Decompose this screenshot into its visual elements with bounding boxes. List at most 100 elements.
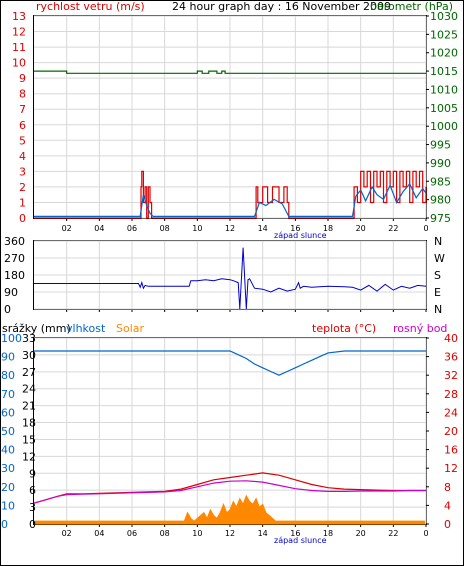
y-tick-label: 3 (19, 165, 26, 178)
y-tick-label-right: 24 (444, 406, 458, 419)
series-solar (34, 494, 426, 525)
y-tick-label: 12 (22, 450, 36, 463)
humidity-tick-label: 30 (1, 462, 15, 475)
y-tick-label-right: 0 (444, 518, 451, 531)
series-barometer (34, 70, 426, 74)
x-tick-label: 08 (160, 529, 170, 538)
humidity-tick-label: 70 (1, 388, 15, 401)
y-tick-label: 9 (19, 72, 26, 85)
y-tick-label-right: 12 (444, 462, 458, 475)
x-tick-label: 10 (192, 224, 202, 233)
humidity-tick-label: 90 (1, 351, 15, 364)
series-rain-baseline (35, 520, 425, 524)
x-tick-label: 14 (258, 529, 268, 538)
sunset-label-bottom: západ slunce (274, 536, 327, 545)
y-tick-label-right: 1025 (430, 28, 458, 41)
y-tick-label-right: 980 (430, 194, 451, 207)
x-tick-label: 18 (323, 529, 333, 538)
x-tick-label: 22 (388, 529, 398, 538)
x-tick-label: 16 (290, 224, 300, 233)
y-tick-label: 6 (29, 484, 36, 497)
x-tick-label: 12 (225, 224, 235, 233)
y-tick-label: 1 (19, 196, 26, 209)
y-tick-label: 270 (4, 252, 25, 265)
humidity-tick-label: 80 (1, 369, 15, 382)
barometer-axis-label: barometr (hPa) (370, 0, 453, 13)
y-tick-label: 24 (22, 383, 36, 396)
y-tick-label-right: 1010 (430, 83, 458, 96)
wind-speed-axis-label: rychlost vetru (m/s) (36, 0, 145, 13)
y-tick-label-right: 975 (430, 212, 451, 225)
y-tick-label-right: 995 (430, 139, 451, 152)
y-tick-label-right: 990 (430, 157, 451, 170)
x-tick-label: 14 (258, 224, 268, 233)
compass-label: S (434, 269, 441, 282)
y-tick-label: 90 (4, 286, 18, 299)
series-humidity (34, 350, 426, 376)
y-tick-label-right: 36 (444, 351, 458, 364)
y-tick-label-right: 1030 (430, 10, 458, 23)
compass-label: W (434, 252, 445, 265)
y-tick-label: 11 (12, 41, 26, 54)
y-tick-label: 27 (22, 366, 36, 379)
y-tick-label-right: 1005 (430, 102, 458, 115)
legend-humidity: vlhkost (66, 322, 106, 335)
compass-label: E (434, 286, 441, 299)
y-tick-label: 15 (22, 433, 36, 446)
y-tick-label: 5 (19, 134, 26, 147)
humidity-tick-label: 10 (1, 499, 15, 512)
y-tick-label: 13 (12, 10, 26, 23)
compass-label: N (434, 235, 442, 248)
x-tick-label: 02 (62, 224, 72, 233)
y-tick-label: 6 (19, 119, 26, 132)
x-tick-label: 20 (356, 224, 366, 233)
y-tick-label: 360 (4, 235, 25, 248)
y-tick-label: 0 (29, 518, 36, 531)
y-tick-label: 8 (19, 88, 26, 101)
y-tick-label: 30 (22, 349, 36, 362)
chart-title: 24 hour graph day : 16 November 2009 (172, 0, 391, 13)
humidity-tick-label: 60 (1, 406, 15, 419)
humidity-tick-label: 100 (1, 332, 22, 345)
y-tick-label: 33 (22, 332, 36, 345)
x-tick-label: 22 (388, 224, 398, 233)
x-tick-label: 0 (423, 529, 428, 538)
y-tick-label-right: 1020 (430, 47, 458, 60)
y-tick-label-right: 20 (444, 425, 458, 438)
y-tick-label-right: 4 (444, 499, 451, 512)
y-tick-label-right: 8 (444, 481, 451, 494)
x-tick-label: 04 (94, 529, 104, 538)
x-tick-label: 16 (290, 529, 300, 538)
x-tick-label: 18 (323, 224, 333, 233)
series-wind-average (34, 182, 427, 217)
y-tick-label: 3 (29, 501, 36, 514)
y-tick-label: 4 (19, 150, 26, 163)
y-tick-label-right: 32 (444, 369, 458, 382)
y-tick-label: 0 (4, 303, 11, 316)
x-tick-label: 04 (94, 224, 104, 233)
y-tick-label-right: 1015 (430, 65, 458, 78)
x-tick-label: 06 (127, 224, 137, 233)
tick-labels: 02 04 06 08 10 12 14 16 18 20 22 001234567891011121… (1, 10, 458, 538)
y-tick-label: 10 (12, 57, 26, 70)
legend-dewpoint: rosný bod (393, 322, 447, 335)
series-layer (33, 70, 427, 525)
humidity-tick-label: 20 (1, 481, 15, 494)
y-tick-label: 12 (12, 26, 26, 39)
y-tick-label-right: 985 (430, 175, 451, 188)
y-tick-label: 2 (19, 181, 26, 194)
y-tick-label: 9 (29, 467, 36, 480)
legend-solar: Solar (116, 322, 145, 335)
legend-temperature: teplota (°C) (312, 322, 376, 335)
y-tick-label-right: 1000 (430, 120, 458, 133)
x-tick-label: 12 (225, 529, 235, 538)
x-tick-label: 02 (62, 529, 72, 538)
series-temperature (33, 472, 426, 504)
y-tick-label-right: 28 (444, 388, 458, 401)
humidity-tick-label: 0 (1, 518, 8, 531)
x-tick-label: 06 (127, 529, 137, 538)
series-wind-direction (34, 247, 427, 310)
humidity-tick-label: 50 (1, 425, 15, 438)
